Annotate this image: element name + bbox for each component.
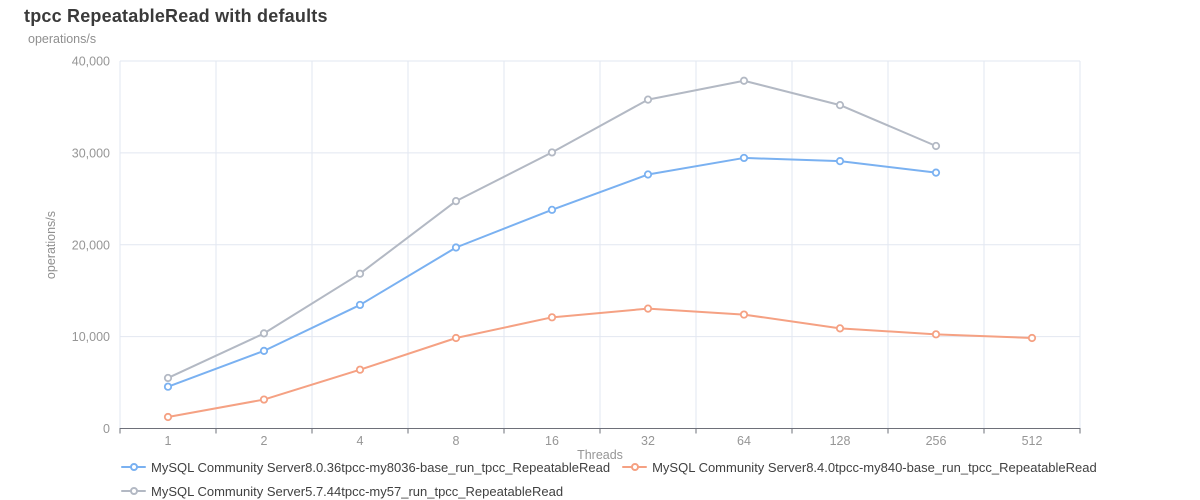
series-path[interactable] [167, 79, 937, 379]
data-point-marker[interactable] [739, 76, 749, 85]
y-axis-title: operations/s [44, 211, 58, 279]
series-path[interactable] [167, 307, 1033, 419]
legend: MySQL Community Server8.0.36tpcc-my8036-… [121, 459, 1111, 499]
legend-item-0[interactable]: MySQL Community Server8.0.36tpcc-my8036-… [121, 459, 610, 475]
x-axis-title: Threads [577, 448, 623, 462]
data-point-marker[interactable] [163, 382, 173, 391]
legend-item-2[interactable]: MySQL Community Server5.7.44tpcc-my57_ru… [121, 483, 563, 499]
legend-line-marker-icon [121, 485, 146, 497]
data-point-marker[interactable] [643, 95, 653, 104]
axis-layer: 0 10,000 20,000 30,000 40,000 1 2 4 8 16 32 64 128 25… [72, 55, 1081, 448]
y-tick-label: 20,000 [72, 238, 110, 252]
x-tick-label: 128 [830, 434, 851, 448]
data-point-marker[interactable] [259, 395, 269, 404]
data-point-marker[interactable] [643, 170, 653, 179]
x-tick-label: 2 [261, 434, 268, 448]
legend-label: MySQL Community Server8.0.36tpcc-my8036-… [151, 459, 611, 475]
legend-line-marker-icon [121, 461, 146, 473]
data-point-marker[interactable] [355, 365, 365, 374]
data-point-marker[interactable] [547, 148, 557, 157]
y-tick-label: 40,000 [72, 55, 110, 69]
x-tick-label: 32 [641, 434, 655, 448]
y-tick-label: 0 [103, 422, 110, 436]
series-line-0[interactable] [163, 153, 941, 391]
legend-item-1[interactable]: MySQL Community Server8.4.0tpcc-my840-ba… [622, 459, 1097, 475]
data-point-marker[interactable] [259, 346, 269, 355]
data-point-marker[interactable] [163, 412, 173, 422]
data-point-marker[interactable] [739, 153, 749, 163]
legend-label: MySQL Community Server8.4.0tpcc-my840-ba… [652, 459, 1097, 475]
data-point-marker[interactable] [931, 330, 941, 339]
data-point-marker[interactable] [355, 300, 365, 310]
legend-line-marker-icon [622, 461, 648, 473]
x-tick-label: 4 [357, 434, 364, 448]
data-point-marker[interactable] [643, 304, 653, 313]
data-point-marker[interactable] [355, 269, 365, 278]
data-point-marker[interactable] [931, 141, 941, 151]
x-tick-label: 1 [165, 434, 172, 448]
x-tick-label: 512 [1022, 434, 1043, 448]
data-point-marker[interactable] [451, 333, 461, 343]
x-tick-label: 64 [737, 434, 751, 448]
data-point-marker[interactable] [739, 310, 749, 319]
grid-layer [119, 60, 1081, 429]
series-layer [163, 76, 1037, 422]
data-point-marker[interactable] [163, 373, 173, 383]
legend-label: MySQL Community Server5.7.44tpcc-my57_ru… [151, 483, 564, 499]
chart-title: tpcc RepeatableRead with defaults [24, 6, 328, 26]
x-tick-label: 8 [453, 434, 460, 448]
series-path[interactable] [167, 156, 937, 388]
series-line-2[interactable] [163, 76, 941, 383]
line-chart: 0 10,000 20,000 30,000 40,000 1 2 4 8 16 32 64 128 25… [44, 55, 1081, 462]
series-line-1[interactable] [163, 304, 1037, 422]
data-point-marker[interactable] [835, 157, 845, 166]
y-tick-label: 10,000 [72, 330, 110, 344]
x-tick-label: 256 [926, 434, 947, 448]
data-point-marker[interactable] [547, 313, 557, 322]
data-point-marker[interactable] [451, 197, 461, 206]
data-point-marker[interactable] [835, 324, 845, 333]
y-tick-label: 30,000 [72, 146, 110, 160]
data-point-marker[interactable] [547, 205, 557, 214]
y-unit-label: operations/s [28, 32, 97, 46]
data-point-marker[interactable] [931, 168, 941, 177]
data-point-marker[interactable] [259, 329, 269, 338]
x-tick-label: 16 [545, 434, 559, 448]
data-point-marker[interactable] [1027, 333, 1037, 343]
data-point-marker[interactable] [451, 243, 461, 252]
data-point-marker[interactable] [835, 101, 845, 110]
